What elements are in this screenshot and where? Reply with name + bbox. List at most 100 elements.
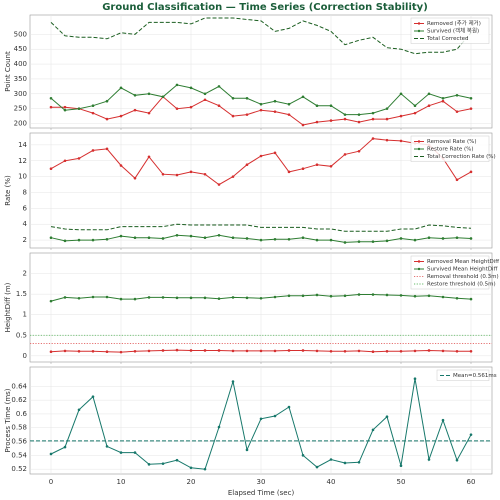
y-tick-label: 0.52: [11, 465, 27, 473]
data-point: [343, 294, 347, 298]
data-point: [77, 238, 81, 242]
data-point: [287, 170, 291, 174]
data-point: [385, 138, 389, 142]
data-point: [315, 293, 319, 297]
data-point: [427, 458, 431, 461]
data-point: [175, 348, 179, 352]
chart-title: Ground Classification — Time Series (Cor…: [102, 2, 428, 13]
data-point: [287, 237, 291, 241]
data-point: [315, 120, 319, 124]
data-point: [259, 296, 263, 300]
data-point: [427, 349, 431, 352]
data-point: [175, 296, 179, 300]
data-point: [49, 299, 53, 303]
data-point: [91, 104, 95, 107]
data-point: [441, 237, 445, 240]
data-point: [119, 114, 123, 118]
data-point: [301, 95, 305, 99]
y-tick-label: 8: [23, 188, 27, 196]
data-point: [385, 293, 389, 297]
data-point: [175, 107, 179, 110]
data-point: [147, 349, 151, 353]
x-tick-label: 20: [187, 478, 196, 486]
data-point: [189, 105, 193, 109]
data-point: [441, 349, 445, 353]
y-tick-label: 0.58: [11, 424, 27, 432]
data-point: [77, 408, 81, 412]
data-point: [399, 350, 403, 353]
data-point: [231, 236, 235, 239]
x-tick-label: 50: [397, 478, 406, 486]
data-point: [315, 163, 319, 167]
data-point: [161, 172, 165, 176]
x-axis-label: Elapsed Time (sec): [228, 489, 295, 497]
y-tick-label: 2: [23, 270, 27, 278]
data-point: [427, 104, 431, 107]
data-point: [357, 293, 361, 296]
data-point: [175, 173, 179, 177]
data-point: [63, 108, 67, 112]
data-point: [147, 236, 151, 239]
data-point: [343, 113, 347, 116]
y-tick-label: 200: [14, 120, 27, 128]
data-point: [161, 462, 165, 465]
y-tick-label: 0.6: [16, 410, 28, 418]
data-point: [133, 93, 137, 97]
data-point: [301, 294, 305, 298]
data-point: [343, 117, 347, 121]
legend-label: Survived (객체 복원): [427, 27, 479, 35]
data-point: [231, 349, 235, 353]
data-point: [133, 451, 137, 454]
data-point: [189, 466, 193, 470]
data-point: [399, 114, 403, 118]
data-point: [203, 98, 207, 102]
legend-box: [436, 369, 490, 381]
data-point: [469, 96, 473, 100]
data-point: [147, 92, 151, 96]
data-point: [63, 105, 67, 109]
y-tick-label: 450: [14, 45, 27, 53]
legend-marker: [417, 267, 421, 271]
data-point: [133, 297, 137, 301]
data-point: [455, 236, 459, 239]
y-tick-label: 10: [18, 173, 27, 181]
data-point: [77, 350, 81, 353]
legend-label: Removed Mean HeightDiff: [427, 259, 499, 265]
data-point: [245, 113, 249, 116]
data-point: [217, 104, 221, 107]
data-point: [427, 236, 431, 239]
data-point: [329, 119, 333, 122]
data-point: [343, 461, 347, 465]
y-tick-label: 500: [14, 30, 27, 38]
data-point: [343, 241, 347, 244]
y-axis-label: HeightDiff (m): [4, 282, 12, 332]
data-point: [133, 236, 137, 239]
data-point: [399, 237, 403, 240]
data-point: [329, 165, 333, 168]
data-point: [189, 86, 193, 90]
data-point: [105, 117, 109, 121]
data-point: [105, 350, 109, 354]
legend-label: Total Corrected: [426, 36, 469, 42]
data-point: [385, 117, 389, 121]
legend-label: Removal Rate (%): [427, 139, 476, 145]
data-point: [175, 458, 179, 462]
data-point: [231, 175, 235, 178]
data-point: [77, 296, 81, 300]
data-point: [441, 418, 445, 422]
data-point: [231, 114, 235, 118]
data-point: [273, 110, 277, 113]
data-point: [147, 111, 151, 115]
data-point: [287, 349, 291, 352]
data-point: [413, 294, 417, 298]
data-point: [63, 239, 67, 243]
data-point: [385, 107, 389, 110]
data-point: [399, 92, 403, 96]
data-point: [259, 417, 263, 421]
data-point: [147, 296, 151, 299]
data-point: [63, 445, 67, 449]
data-point: [469, 433, 473, 436]
data-point: [105, 237, 109, 241]
y-tick-label: 300: [14, 90, 27, 98]
data-point: [413, 377, 417, 381]
